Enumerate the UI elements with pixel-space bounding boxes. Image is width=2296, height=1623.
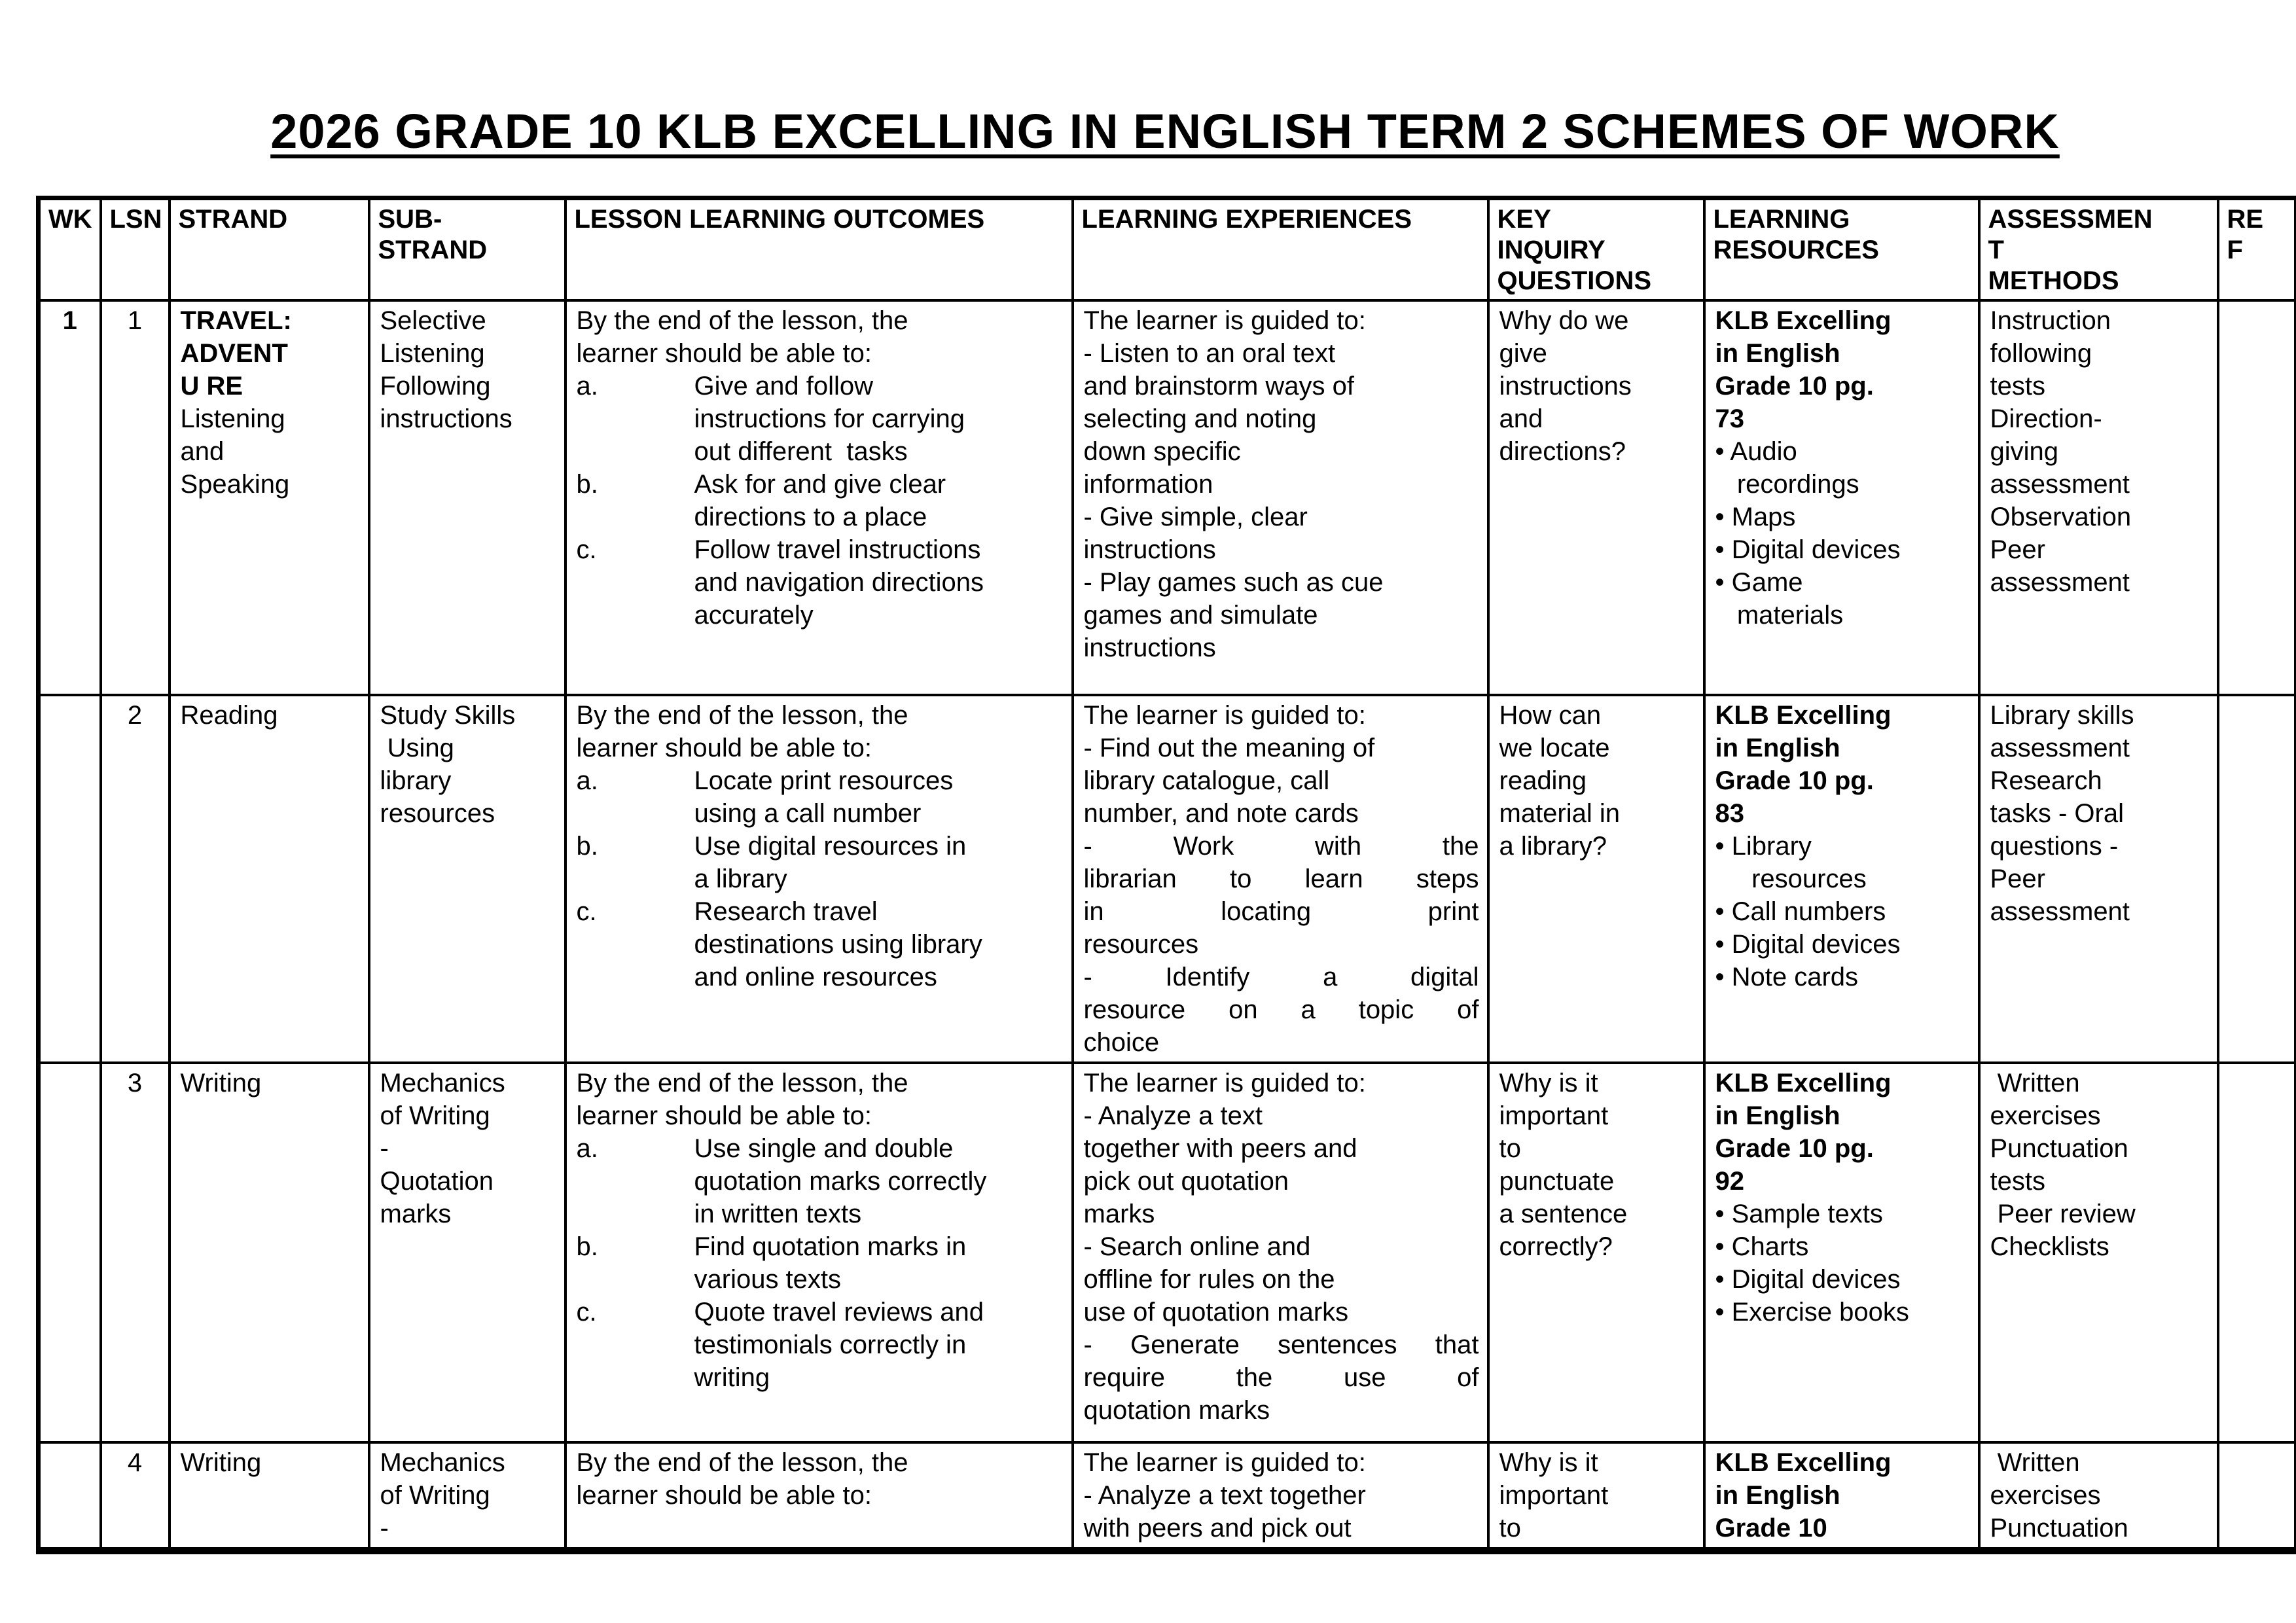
r4-outcomes-cell: By the end of the lesson, the learner sh…: [564, 1441, 1074, 1552]
r2-assessment-cell: Library skills assessment Research tasks…: [1977, 694, 2219, 1064]
r1-substrand-cell: Selective Listening Following instructio…: [367, 299, 567, 696]
r1-outcome-b: b. Ask for and give clear directions to a…: [576, 470, 946, 531]
r3-resources-cell: KLB Excelling in English Grade 10 pg. 92…: [1702, 1061, 1981, 1444]
r1-outcome-a: a. Give and follow instructions for carry…: [576, 372, 965, 466]
r2-exp-item: - Find out the meaning of library catalo…: [1083, 734, 1375, 828]
r1-exp-item: - Give simple, clear instructions: [1083, 503, 1308, 564]
r1-outcomes-cell: By the end of the lesson, the learner sh…: [564, 299, 1074, 696]
r2-outcomes-cell: By the end of the lesson, the learner sh…: [564, 694, 1074, 1064]
r3-outcomes-intro: By the end of the lesson, the learner sh…: [576, 1069, 908, 1130]
r4-week-cell: [37, 1441, 102, 1552]
col-header-strand: STRAND: [168, 196, 370, 302]
r1-outcomes-intro: By the end of the lesson, the learner sh…: [576, 306, 908, 368]
schemes-of-work-table: WK LSN STRAND SUB- STRAND LESSON LEARNIN…: [36, 196, 2296, 1554]
r1-resources-cell: KLB Excelling in English Grade 10 pg. 73…: [1702, 299, 1981, 696]
r3-resources-list: • Sample texts • Charts • Digital device…: [1715, 1200, 1909, 1327]
r1-outcome-c: c. Follow travel instructions and navigat…: [576, 535, 984, 630]
r1-strand-title: TRAVEL: ADVENT U RE: [180, 306, 292, 401]
r3-outcome-c: c. Quote travel reviews and testimonials …: [576, 1298, 984, 1392]
r2-resources-book: KLB Excelling in English Grade 10 pg. 83: [1715, 701, 1892, 828]
r1-strand-cell: TRAVEL: ADVENT U RE Listening and Speakin…: [168, 299, 370, 696]
r1-exp-intro: The learner is guided to:: [1083, 306, 1366, 335]
r3-strand-cell: Writing: [168, 1061, 370, 1444]
r2-week-cell: [37, 694, 102, 1064]
r2-outcome-b: b. Use digital resources in a library: [576, 832, 967, 893]
r4-lesson-cell: 4: [99, 1441, 171, 1552]
r3-exp-intro: The learner is guided to:: [1083, 1069, 1366, 1097]
r2-experiences-cell: The learner is guided to: - Find out the…: [1071, 694, 1490, 1064]
col-header-wk: WK: [37, 196, 102, 302]
page-title: 2026 GRADE 10 KLB EXCELLING IN ENGLISH T…: [270, 104, 2060, 158]
table-row-lesson-2: 2 Reading Study Skills Using library res…: [37, 694, 2296, 1064]
r3-lesson-cell: 3: [99, 1061, 171, 1444]
r1-week-cell: 1: [37, 299, 102, 696]
r2-resources-list: • Library resources • Call numbers • Dig…: [1715, 832, 1901, 991]
r4-experiences-cell: The learner is guided to: - Analyze a te…: [1071, 1441, 1490, 1552]
col-header-experiences: LEARNING EXPERIENCES: [1071, 196, 1490, 302]
table-row-lesson-3: 3 Writing Mechanics of Writing - Quotati…: [37, 1061, 2296, 1444]
r4-resources-book: KLB Excelling in English Grade 10: [1715, 1448, 1892, 1543]
col-header-substrand: SUB- STRAND: [367, 196, 567, 302]
r3-experiences-cell: The learner is guided to: - Analyze a te…: [1071, 1061, 1490, 1444]
r1-strand-subtitle: Listening and Speaking: [180, 404, 290, 499]
r2-ref-cell: [2216, 694, 2296, 1064]
r1-exp-item: - Listen to an oral text and brainstorm …: [1083, 339, 1355, 499]
r3-assessment-cell: Written exercises Punctuation tests Peer…: [1977, 1061, 2219, 1444]
r4-ref-cell: [2216, 1441, 2296, 1552]
r4-substrand-cell: Mechanics of Writing -: [367, 1441, 567, 1552]
r1-experiences-cell: The learner is guided to: - Listen to an…: [1071, 299, 1490, 696]
r2-key-inquiry-cell: How can we locate reading material in a …: [1486, 694, 1706, 1064]
table-row-lesson-1: 1 1 TRAVEL: ADVENT U RE Listening and Spe…: [37, 299, 2296, 696]
r4-exp-intro: The learner is guided to:: [1083, 1448, 1366, 1477]
r2-outcomes-intro: By the end of the lesson, the learner sh…: [576, 701, 908, 762]
r2-exp-item: - Work with the librarian to learn steps i…: [1083, 832, 1479, 959]
r2-lesson-cell: 2: [99, 694, 171, 1064]
r4-assessment-cell: Written exercises Punctuation: [1977, 1441, 2219, 1552]
table-header-row: WK LSN STRAND SUB- STRAND LESSON LEARNIN…: [37, 196, 2296, 302]
col-header-assessment: ASSESSMEN T METHODS: [1977, 196, 2219, 302]
r2-resources-cell: KLB Excelling in English Grade 10 pg. 83…: [1702, 694, 1981, 1064]
r2-exp-intro: The learner is guided to:: [1083, 701, 1366, 730]
r1-lesson-cell: 1: [99, 299, 171, 696]
r3-exp-item: - Analyze a text together with peers and…: [1083, 1101, 1357, 1228]
r3-outcome-b: b. Find quotation marks in various texts: [576, 1232, 967, 1294]
r2-strand-cell: Reading: [168, 694, 370, 1064]
col-header-resources: LEARNING RESOURCES: [1702, 196, 1981, 302]
r1-key-inquiry-cell: Why do we give instructions and directio…: [1486, 299, 1706, 696]
r1-resources-book: KLB Excelling in English Grade 10 pg. 73: [1715, 306, 1892, 433]
col-header-key-inquiry: KEY INQUIRY QUESTIONS: [1486, 196, 1706, 302]
r4-strand-cell: Writing: [168, 1441, 370, 1552]
r3-resources-book: KLB Excelling in English Grade 10 pg. 92: [1715, 1069, 1892, 1196]
r2-outcome-a: a. Locate print resources using a call nu…: [576, 766, 954, 828]
r3-key-inquiry-cell: Why is it important to punctuate a sente…: [1486, 1061, 1706, 1444]
col-header-lsn: LSN: [99, 196, 171, 302]
r1-assessment-cell: Instruction following tests Direction- g…: [1977, 299, 2219, 696]
r1-exp-item: - Play games such as cue games and simul…: [1083, 568, 1384, 662]
r3-exp-item: - Search online and offline for rules on…: [1083, 1232, 1349, 1327]
r1-ref-cell: [2216, 299, 2296, 696]
r3-week-cell: [37, 1061, 102, 1444]
r4-exp-item: - Analyze a text together with peers and…: [1083, 1481, 1366, 1543]
r3-ref-cell: [2216, 1061, 2296, 1444]
document-page: 2026 GRADE 10 KLB EXCELLING IN ENGLISH T…: [36, 104, 2296, 1554]
r2-exp-item: - Identify a digital resource on a topic …: [1083, 963, 1479, 1057]
col-header-outcomes: LESSON LEARNING OUTCOMES: [564, 196, 1074, 302]
r3-exp-item: - Generate sentences that require the use…: [1083, 1330, 1479, 1425]
r3-outcome-a: a. Use single and double quotation marks …: [576, 1134, 987, 1228]
r2-outcome-c: c. Research travel destinations using lib…: [576, 897, 982, 991]
r2-substrand-cell: Study Skills Using library resources: [367, 694, 567, 1064]
r3-outcomes-cell: By the end of the lesson, the learner sh…: [564, 1061, 1074, 1444]
r3-substrand-cell: Mechanics of Writing - Quotation marks: [367, 1061, 567, 1444]
r1-resources-list: • Audio recordings • Maps • Digital devi…: [1715, 437, 1901, 630]
table-row-lesson-4: 4 Writing Mechanics of Writing - By the …: [37, 1441, 2296, 1552]
r4-key-inquiry-cell: Why is it important to: [1486, 1441, 1706, 1552]
r4-resources-cell: KLB Excelling in English Grade 10: [1702, 1441, 1981, 1552]
col-header-ref: RE F: [2216, 196, 2296, 302]
